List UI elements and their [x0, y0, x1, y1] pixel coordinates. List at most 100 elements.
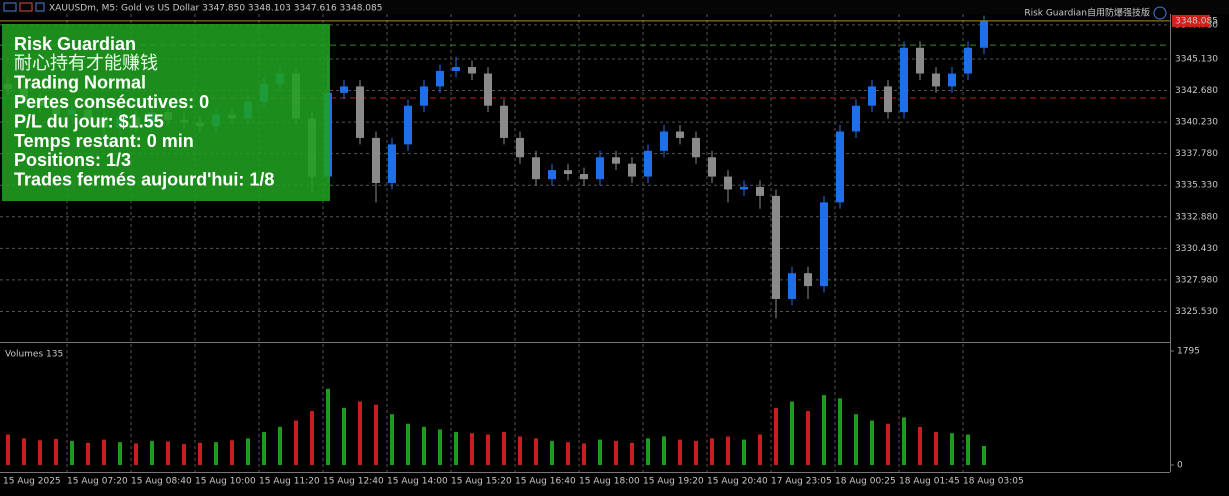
volume-bar	[342, 407, 346, 466]
title-bar	[0, 0, 1229, 14]
candle-body	[596, 157, 604, 180]
volume-bar	[966, 434, 970, 466]
volume-bar	[470, 433, 474, 466]
volume-bar	[694, 440, 698, 466]
panel-line: Trades fermés aujourd'hui: 1/8	[14, 170, 274, 190]
candle-body	[420, 86, 428, 106]
panel-line: Positions: 1/3	[14, 150, 131, 170]
candle-body	[484, 73, 492, 106]
volume-bar	[38, 440, 42, 466]
candle-body	[660, 131, 668, 151]
volume-bar	[150, 440, 154, 466]
panel-line: Temps restant: 0 min	[14, 131, 194, 151]
volume-bar	[22, 438, 26, 466]
volume-bar	[790, 401, 794, 466]
y-tick-label: 0	[1177, 461, 1183, 471]
x-tick-label: 15 Aug 08:40	[131, 477, 192, 487]
volume-bar	[902, 417, 906, 466]
x-tick-label: 15 Aug 14:00	[387, 477, 448, 487]
volume-bar	[438, 429, 442, 466]
candle-body	[548, 170, 556, 180]
x-tick-label: 15 Aug 07:20	[67, 477, 128, 487]
y-tick-label: 3340.230	[1175, 118, 1218, 128]
candle-body	[948, 73, 956, 87]
volume-bar	[310, 411, 314, 466]
x-tick-label: 15 Aug 10:00	[195, 477, 256, 487]
volume-bar	[870, 420, 874, 466]
y-tick-label: 3325.530	[1175, 307, 1218, 317]
y-tick-label: 3337.780	[1175, 149, 1218, 159]
volume-bar	[246, 438, 250, 466]
candle-body	[804, 273, 812, 287]
volume-bar	[550, 440, 554, 466]
candle-body	[356, 86, 364, 138]
indicator-name: Risk Guardian自用防爆强技版	[1024, 7, 1150, 19]
volume-bar	[726, 436, 730, 466]
panel-line: 耐心持有才能赚钱	[14, 53, 158, 73]
volume-bar	[774, 407, 778, 466]
volume-bar	[214, 442, 218, 466]
price-tag	[1172, 14, 1210, 27]
x-tick-label: 15 Aug 15:20	[451, 477, 512, 487]
candle-body	[868, 86, 876, 106]
candle-body	[532, 157, 540, 180]
panel-line: Pertes consécutives: 0	[14, 92, 209, 112]
candle-body	[884, 86, 892, 113]
candle-body	[564, 170, 572, 175]
candle-body	[772, 195, 780, 299]
menu-icon[interactable]	[19, 2, 33, 12]
candle-body	[724, 176, 732, 190]
volume-bar	[662, 436, 666, 466]
menu-icon[interactable]	[3, 2, 17, 12]
volume-bar	[6, 434, 10, 466]
x-tick-label: 18 Aug 00:25	[835, 477, 896, 487]
volume-bar	[70, 440, 74, 466]
x-tick-label: 15 Aug 19:20	[643, 477, 704, 487]
volume-bar	[678, 439, 682, 466]
candle-body	[980, 20, 988, 48]
menu-icon[interactable]	[35, 2, 45, 12]
volume-bar	[582, 443, 586, 466]
volume-bar	[646, 438, 650, 466]
indicator-icon[interactable]	[1153, 6, 1167, 20]
candle-body	[644, 150, 652, 177]
candle-body	[516, 137, 524, 158]
volume-bar	[134, 443, 138, 466]
x-tick-label: 15 Aug 20:40	[707, 477, 768, 487]
y-tick-label: 3330.430	[1175, 244, 1218, 254]
volume-bar	[982, 445, 986, 466]
volume-title: Volumes 135	[5, 350, 63, 360]
y-tick-label: 1795	[1177, 347, 1200, 357]
volume-bar	[358, 401, 362, 466]
volume-bar	[758, 434, 762, 466]
panel-line: Risk Guardian	[14, 34, 136, 54]
volume-bar	[886, 423, 890, 466]
y-tick-label: 3335.330	[1175, 181, 1218, 191]
volume-bar	[822, 395, 826, 466]
candle-body	[372, 137, 380, 184]
volume-bar	[102, 439, 106, 466]
x-tick-label: 15 Aug 11:20	[259, 477, 320, 487]
volume-bar	[278, 426, 282, 466]
candle-body	[692, 137, 700, 158]
candle-body	[708, 157, 716, 177]
volume-bar	[950, 433, 954, 466]
volume-bar	[86, 442, 90, 466]
y-tick-label: 3327.980	[1175, 275, 1218, 285]
symbol-info: XAUUSDm, M5: Gold vs US Dollar 3347.850 …	[49, 4, 382, 14]
panel-line: Trading Normal	[14, 73, 146, 93]
volume-bar	[486, 434, 490, 466]
volume-bar	[454, 431, 458, 466]
info-panel	[2, 24, 330, 201]
volume-bar	[182, 444, 186, 466]
candle-body	[468, 67, 476, 74]
volume-bar	[806, 411, 810, 466]
volume-bar	[534, 438, 538, 466]
candle-body	[436, 70, 444, 87]
volume-bar	[518, 436, 522, 466]
volume-bar	[566, 442, 570, 466]
current-price-label: 3348.085	[1175, 16, 1218, 26]
volume-bar	[390, 414, 394, 466]
